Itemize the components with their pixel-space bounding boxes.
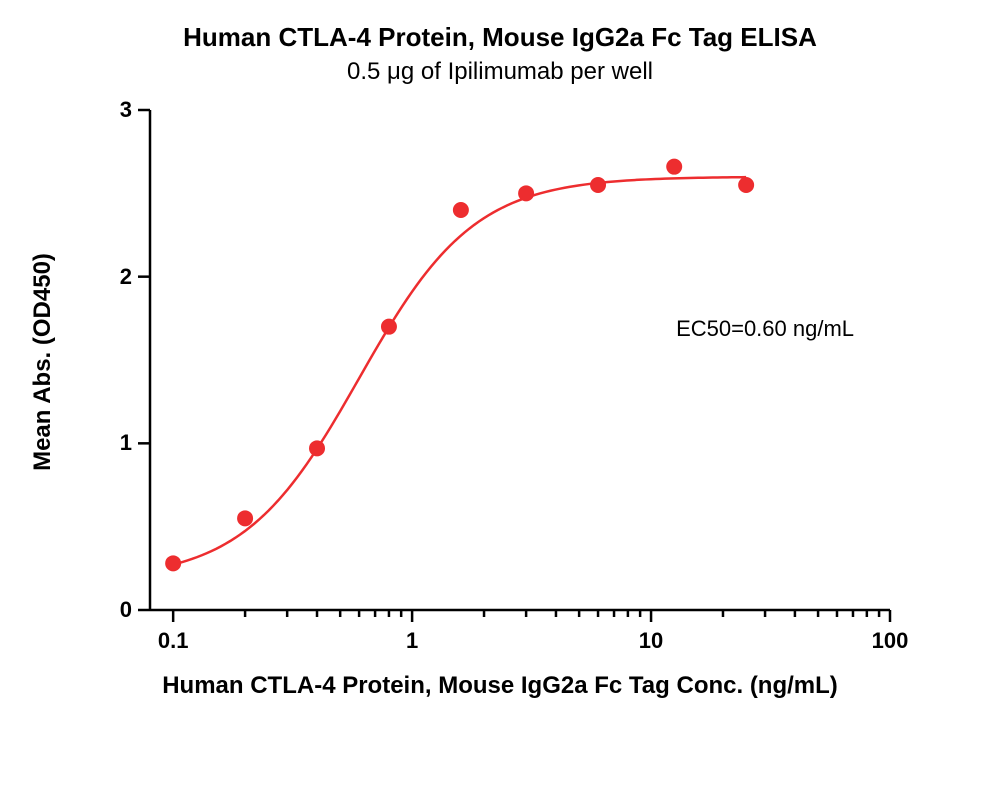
data-point xyxy=(591,178,606,193)
y-axis-label: Mean Abs. (OD450) xyxy=(29,112,57,612)
data-point xyxy=(739,178,754,193)
x-tick-label: 100 xyxy=(872,628,909,654)
chart-container: Human CTLA-4 Protein, Mouse IgG2a Fc Tag… xyxy=(0,0,1000,791)
y-tick-label: 0 xyxy=(98,597,132,623)
x-tick-label: 10 xyxy=(639,628,663,654)
x-tick-label: 0.1 xyxy=(158,628,189,654)
data-point xyxy=(453,203,468,218)
data-point xyxy=(667,159,682,174)
y-tick-label: 2 xyxy=(98,264,132,290)
ec50-annotation: EC50=0.60 ng/mL xyxy=(676,316,854,342)
data-point xyxy=(166,556,181,571)
data-point xyxy=(519,186,534,201)
data-point xyxy=(310,441,325,456)
data-point xyxy=(381,319,396,334)
data-point xyxy=(238,511,253,526)
fit-curve xyxy=(173,177,746,564)
x-axis-label: Human CTLA-4 Protein, Mouse IgG2a Fc Tag… xyxy=(0,672,1000,700)
x-tick-label: 1 xyxy=(406,628,418,654)
y-tick-label: 3 xyxy=(98,97,132,123)
y-tick-label: 1 xyxy=(98,430,132,456)
